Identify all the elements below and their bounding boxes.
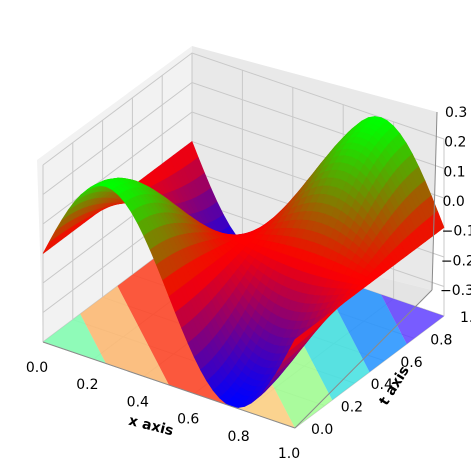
z-tick-label: 0.1: [443, 164, 465, 180]
x-tick-label: 0.0: [26, 360, 48, 376]
z-tick-label: 0.0: [443, 194, 465, 210]
surface-mesh: [42, 115, 445, 409]
surface-patch: [288, 336, 299, 352]
x-axis-label: x axis: [127, 413, 175, 440]
z-tick-label: 0.2: [444, 135, 466, 151]
x-tick-label: 0.6: [177, 412, 199, 428]
floor-contour-band: [80, 230, 192, 385]
floor-contour-band: [295, 294, 444, 428]
y-axis-line: [294, 289, 433, 429]
z-tick-label: −0.2: [441, 253, 471, 269]
x-tick-label: 0.4: [127, 394, 149, 410]
x-tick-label: 1.0: [278, 446, 300, 462]
z-tick-label: −0.1: [442, 224, 471, 240]
y-tick-label: 0.4: [371, 377, 393, 393]
floor-contour-band: [295, 273, 407, 428]
y-tick-label: 0.2: [341, 400, 363, 416]
y-tick-label: 1.0: [460, 310, 471, 326]
z-tick-label: −0.3: [440, 283, 471, 299]
x-tick-label: 0.2: [76, 377, 98, 393]
x-axis-line: [42, 341, 296, 429]
x-tick-label: 0.8: [227, 429, 249, 445]
axis-edges: [42, 111, 438, 429]
y-tick-labels: 0.0 0.2 0.4 0.6 0.8 1.0: [311, 310, 471, 438]
z-tick-labels: −0.3 −0.2 −0.1 0.0 0.1 0.2 0.3: [440, 105, 471, 299]
z-tick-label: 0.3: [445, 105, 467, 121]
y-tick-label: 0.6: [400, 355, 422, 371]
y-tick-label: 0.0: [311, 422, 333, 438]
x-tick-labels: 0.0 0.2 0.4 0.6 0.8 1.0: [26, 360, 300, 462]
y-tick-label: 0.8: [430, 332, 452, 348]
floor-contour-band: [43, 230, 192, 364]
wall-grid-z: [42, 52, 445, 166]
z-axis-line: [431, 111, 438, 291]
